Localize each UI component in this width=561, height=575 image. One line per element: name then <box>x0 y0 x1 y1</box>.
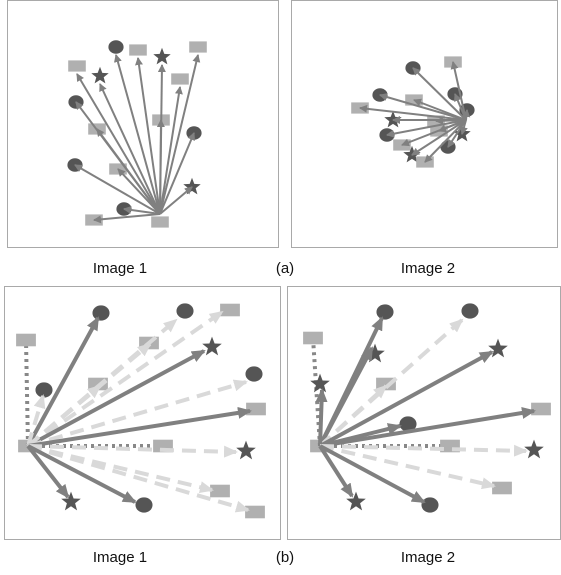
solid-arrow <box>413 98 467 121</box>
solid-arrow <box>135 57 161 215</box>
solid-arrow <box>318 444 354 498</box>
dashed-arrow <box>27 444 238 458</box>
caption-a-image1: Image 1 <box>93 260 147 277</box>
star-marker <box>365 343 385 363</box>
circle-marker <box>245 366 263 382</box>
star-marker <box>236 440 256 460</box>
solid-arrow <box>438 119 467 133</box>
circle-marker <box>135 497 153 513</box>
solid-arrow <box>123 206 161 215</box>
solid-arrow <box>99 83 161 215</box>
star-marker <box>91 66 109 84</box>
circle-marker <box>421 497 439 513</box>
panel-b-image2 <box>303 303 551 513</box>
solid-arrow <box>315 388 328 447</box>
solid-arrow <box>117 168 161 215</box>
solid-arrow <box>159 186 193 215</box>
solid-arrow <box>318 346 374 447</box>
dashed-arrow <box>319 444 496 490</box>
panel-a-image1-frame <box>7 0 279 248</box>
star-marker <box>61 491 81 511</box>
solid-arrow <box>96 128 161 215</box>
solid-arrow <box>156 119 165 215</box>
square-marker <box>189 41 207 53</box>
square-marker <box>303 331 323 345</box>
solid-arrow <box>93 213 161 224</box>
star-marker <box>524 439 544 459</box>
solid-arrow <box>424 119 467 163</box>
solid-arrow <box>412 67 467 121</box>
dashed-arrow <box>318 384 388 448</box>
solid-arrow <box>411 119 467 156</box>
square-marker <box>171 73 189 85</box>
solid-arrow <box>26 316 100 447</box>
solid-arrow <box>74 164 161 215</box>
solid-arrow <box>159 86 183 215</box>
solid-arrow <box>386 119 467 138</box>
caption-b-label: (b) <box>276 549 294 566</box>
star-marker <box>346 491 366 511</box>
dashed-arrow <box>26 384 102 448</box>
dashed-arrow <box>319 444 528 457</box>
caption-b-image1: Image 1 <box>93 549 147 566</box>
square-marker <box>245 505 265 519</box>
circle-marker <box>399 416 417 432</box>
star-marker <box>183 177 201 195</box>
solid-arrow <box>159 54 201 215</box>
star-marker <box>488 338 508 358</box>
star-marker <box>310 373 330 393</box>
panel-a-image2-frame <box>291 0 558 248</box>
square-marker <box>16 333 36 347</box>
dashed-arrow <box>27 444 250 513</box>
square-marker <box>492 481 512 495</box>
solid-arrow <box>114 54 161 215</box>
square-marker <box>220 303 240 317</box>
solid-arrow <box>462 109 471 121</box>
dashed-arrow <box>26 310 224 448</box>
caption-a-image2: Image 2 <box>401 260 455 277</box>
caption-b-image2: Image 2 <box>401 549 455 566</box>
circle-marker <box>176 303 194 319</box>
star-marker <box>202 336 222 356</box>
solid-arrow <box>319 444 426 504</box>
circle-marker <box>461 303 479 319</box>
solid-arrow <box>319 407 536 448</box>
dashed-arrow <box>26 394 46 447</box>
solid-arrow <box>27 406 252 448</box>
circle-marker <box>35 382 53 398</box>
panel-a-image2 <box>351 56 475 168</box>
square-marker <box>151 216 169 228</box>
solid-arrow <box>159 132 195 215</box>
solid-arrow <box>27 349 206 448</box>
square-marker <box>246 402 266 416</box>
dashed-arrow <box>27 379 248 448</box>
solid-arrow <box>379 93 467 121</box>
square-marker <box>129 44 147 56</box>
star-marker <box>153 47 171 65</box>
panel-b-image1 <box>16 303 266 519</box>
solid-arrow <box>359 104 467 121</box>
circle-marker <box>92 305 110 321</box>
solid-arrow <box>76 73 161 215</box>
square-marker <box>531 402 551 416</box>
circle-marker <box>108 40 124 54</box>
solid-arrow <box>319 350 494 448</box>
circle-marker <box>376 304 394 320</box>
square-marker <box>68 60 86 72</box>
square-marker <box>210 484 230 498</box>
panel-a-image1 <box>67 40 207 228</box>
solid-arrow <box>26 444 70 499</box>
solid-arrow <box>27 444 137 504</box>
caption-a-label: (a) <box>276 260 294 277</box>
